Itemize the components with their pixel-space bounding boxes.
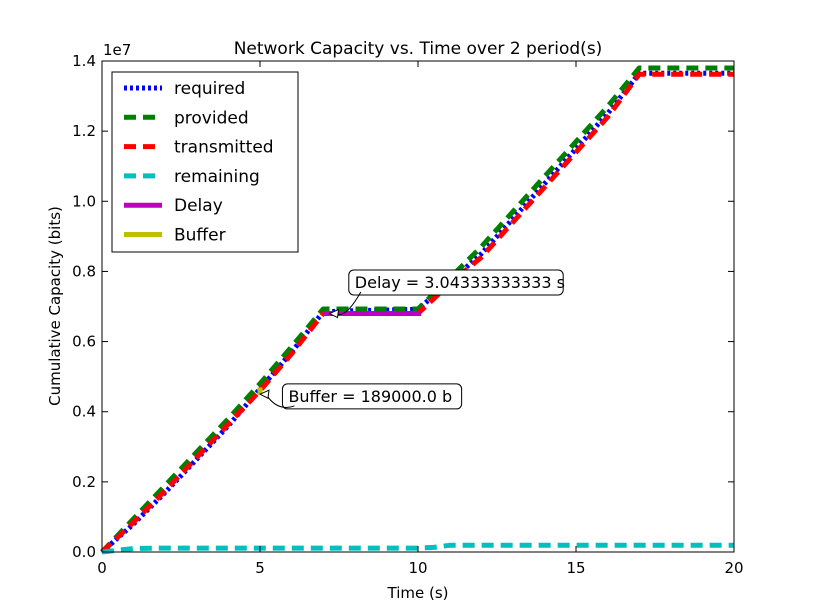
annotation-arrowhead (328, 308, 340, 319)
legend-entry-required: required (124, 79, 245, 99)
annotation-text: Buffer = 189000.0 b (288, 387, 452, 406)
chart-title: Network Capacity vs. Time over 2 period(… (234, 39, 603, 59)
legend-entry-transmitted: transmitted (124, 138, 274, 158)
annotation-0: Delay = 3.04333333333 s (328, 269, 565, 319)
legend-label: remaining (174, 167, 260, 187)
series-layer (100, 65, 734, 555)
x-tick-label: 5 (255, 559, 265, 577)
legend-label: required (174, 79, 245, 99)
tick-layer: 0 5 10 15 20 0.0 0.2 0.4 0.6 0.8 1.0 1.2 1.4 (72, 52, 743, 577)
legend-label: transmitted (174, 138, 274, 158)
y-tick-label: 0.2 (72, 473, 96, 491)
legend-label: provided (174, 108, 249, 128)
plot-frame (101, 60, 735, 553)
y-tick-label: 1.0 (72, 192, 96, 210)
legend-label: Delay (174, 196, 223, 216)
x-axis-label: Time (s) (387, 584, 449, 602)
x-tick-label: 10 (408, 559, 427, 577)
y-tick-label: 0.4 (72, 403, 96, 421)
legend-entry-provided: provided (124, 108, 249, 128)
y-tick-label: 0.0 (72, 543, 96, 561)
legend-box (111, 71, 299, 253)
y-tick-label: 1.2 (72, 122, 96, 140)
annotation-box (348, 269, 564, 296)
series-line-remaining (101, 542, 734, 555)
legend-entry-buffer: Buffer (124, 226, 226, 246)
legend: required provided transmitted remaining Dela… (111, 71, 299, 253)
legend-entry-delay: Delay (124, 196, 223, 216)
y-tick-label: 0.8 (72, 262, 96, 280)
legend-label: Buffer (174, 226, 226, 246)
annotation-1: Buffer = 189000.0 b (258, 383, 463, 410)
y-axis-label: Cumulative Capacity (bits) (46, 206, 64, 406)
y-tick-label: 0.6 (72, 333, 96, 351)
x-tick-label: 15 (566, 559, 585, 577)
annotation-box (281, 383, 463, 410)
legend-entry-remaining: remaining (124, 167, 260, 187)
x-tick-label: 20 (724, 559, 743, 577)
series-line-provided (100, 65, 734, 554)
y-multiplier-label: 1e7 (103, 41, 131, 59)
y-tick-label: 1.4 (72, 52, 96, 70)
annotation-layer: Delay = 3.04333333333 s Buffer = 189000.0… (258, 269, 565, 410)
x-tick-label: 0 (97, 559, 107, 577)
annotation-arrowhead (258, 389, 270, 399)
annotation-text: Delay = 3.04333333333 s (355, 273, 565, 292)
